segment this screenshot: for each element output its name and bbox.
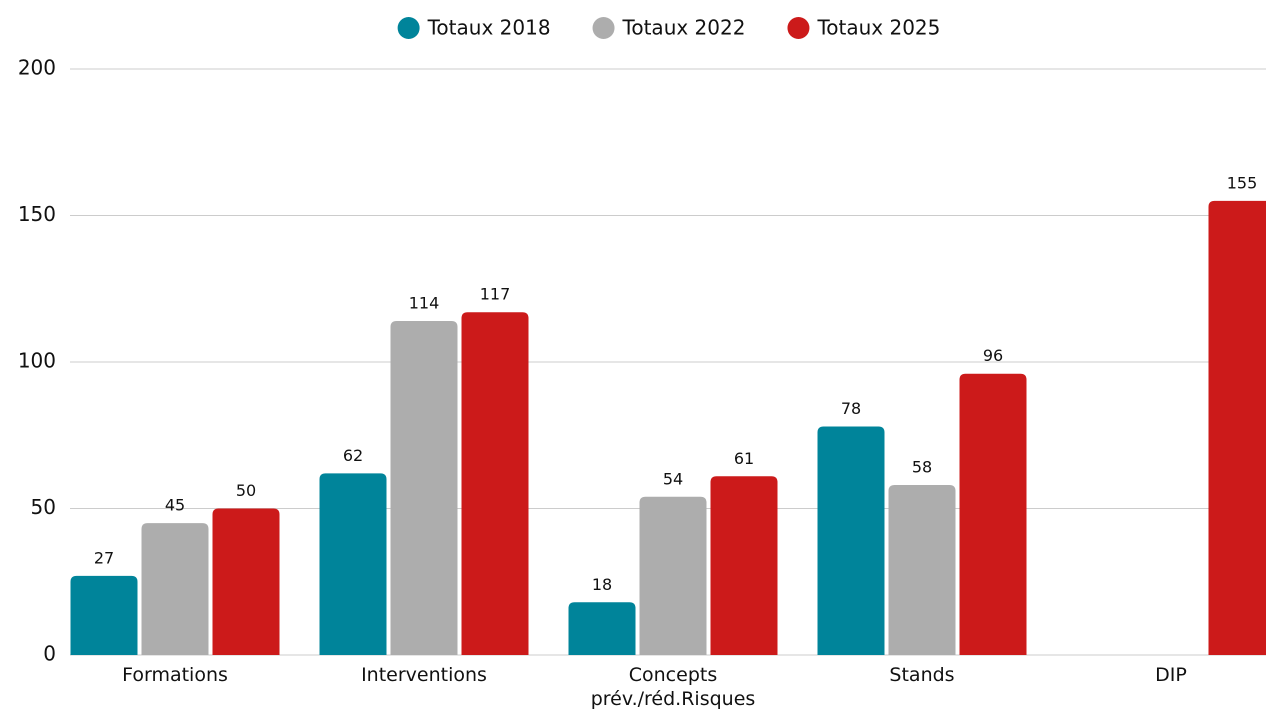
- legend-item: Totaux 2025: [787, 16, 940, 40]
- x-tick-label: DIP: [1155, 664, 1187, 686]
- bar: [639, 496, 707, 655]
- legend-label: Totaux 2022: [622, 16, 746, 40]
- legend-swatch: [397, 17, 420, 39]
- bar: [1208, 200, 1266, 655]
- y-tick-label: 50: [31, 495, 56, 519]
- bar: [461, 312, 529, 655]
- bar: [568, 602, 636, 655]
- data-label: 50: [236, 481, 256, 500]
- data-label: 18: [592, 575, 612, 594]
- x-tick-label: Concepts prév./réd.Risques: [590, 664, 756, 710]
- x-tick-label: Formations: [122, 664, 228, 686]
- legend-swatch: [787, 17, 810, 39]
- y-tick-label: 100: [18, 349, 56, 373]
- bar: [70, 575, 138, 655]
- legend-item: Totaux 2022: [592, 16, 746, 40]
- bar: [141, 523, 209, 655]
- data-label: 27: [94, 548, 114, 567]
- legend-label: Totaux 2018: [427, 16, 551, 40]
- data-label: 54: [663, 469, 683, 488]
- bar: [959, 373, 1027, 655]
- legend-item: Totaux 2018: [397, 16, 551, 40]
- data-label: 96: [983, 346, 1003, 365]
- legend-label: Totaux 2025: [816, 16, 940, 40]
- data-label: 117: [480, 285, 511, 304]
- x-tick-label: Stands: [889, 664, 955, 686]
- data-label: 78: [841, 399, 861, 418]
- y-tick-label: 200: [18, 56, 56, 80]
- data-label: 62: [343, 446, 363, 465]
- data-label: 45: [165, 496, 185, 515]
- bar: [212, 508, 280, 655]
- y-tick-label: 150: [18, 202, 56, 226]
- bar: [319, 473, 387, 655]
- x-tick-label: Interventions: [361, 664, 487, 686]
- data-label: 155: [1227, 173, 1258, 192]
- bar: [390, 320, 458, 655]
- bar: [710, 476, 778, 655]
- bar: [888, 485, 956, 655]
- data-label: 61: [734, 449, 754, 468]
- bars: [70, 200, 1266, 655]
- data-label: 58: [912, 458, 932, 477]
- legend-swatch: [592, 17, 615, 39]
- bar: [817, 426, 885, 655]
- data-label: 114: [409, 293, 440, 312]
- legend: Totaux 2018 Totaux 2022 Totaux 2025: [397, 16, 940, 40]
- y-tick-label: 0: [43, 642, 56, 666]
